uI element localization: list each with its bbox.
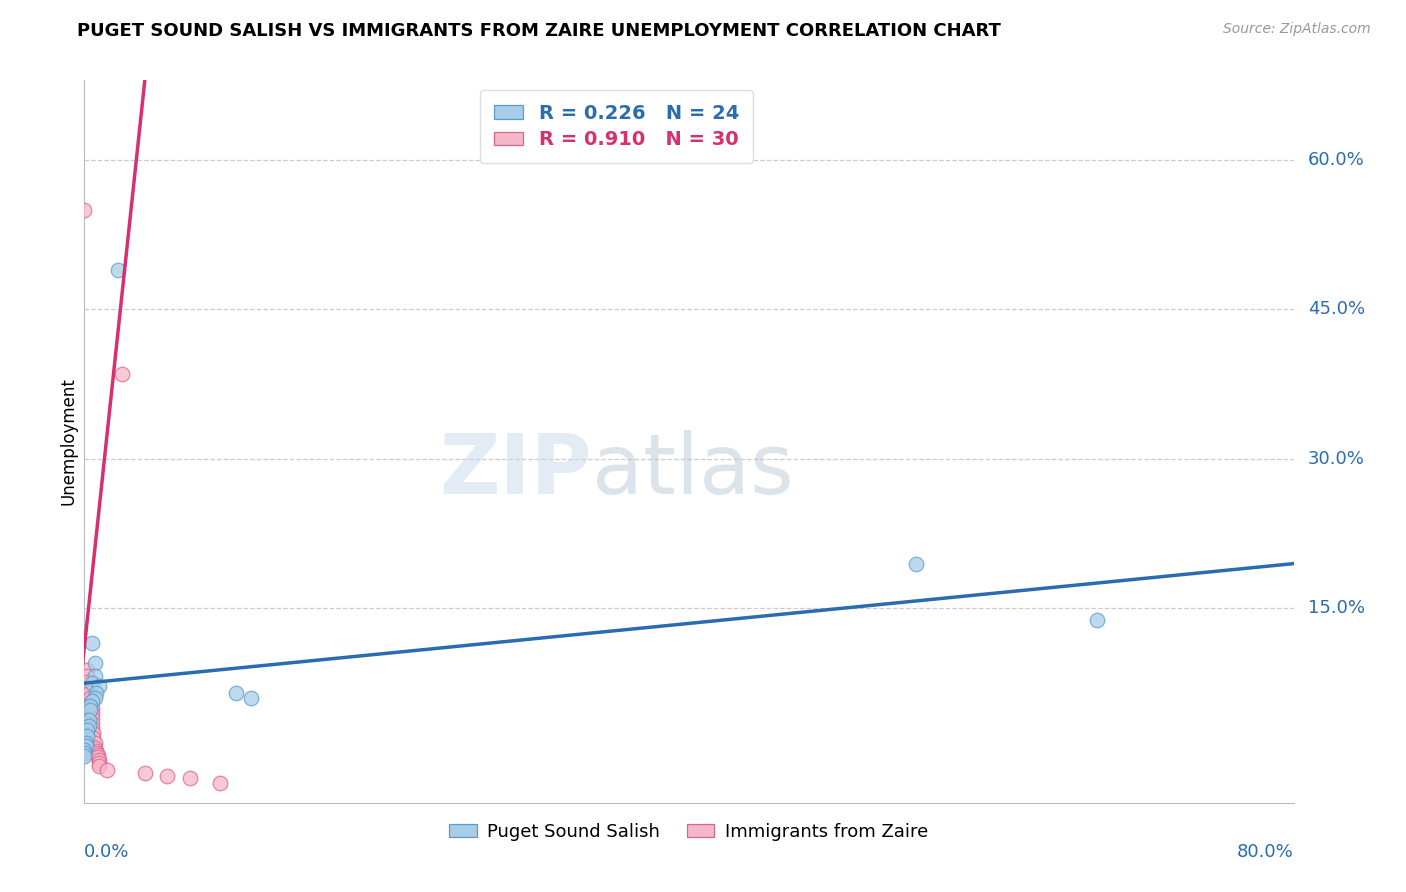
Point	[80, 701, 103, 715]
Point	[80, 676, 103, 690]
Text: atlas: atlas	[592, 430, 794, 511]
Point	[80, 721, 103, 735]
Point	[80, 694, 103, 708]
Text: 45.0%: 45.0%	[1308, 301, 1365, 318]
Point	[75, 736, 97, 750]
Point	[73, 202, 96, 217]
Point	[76, 675, 98, 690]
Point	[111, 368, 134, 382]
Point	[73, 746, 96, 760]
Text: 60.0%: 60.0%	[1308, 151, 1365, 169]
Point	[89, 759, 111, 773]
Point	[77, 719, 100, 733]
Point	[75, 739, 97, 753]
Point	[84, 669, 107, 683]
Point	[1085, 614, 1108, 628]
Point	[96, 763, 118, 777]
Point	[209, 776, 232, 790]
Text: Source: ZipAtlas.com: Source: ZipAtlas.com	[1223, 22, 1371, 37]
Point	[904, 557, 927, 571]
Point	[84, 657, 107, 671]
Point	[76, 663, 98, 677]
Point	[77, 686, 100, 700]
Point	[89, 753, 111, 767]
Point	[73, 748, 96, 763]
Point	[156, 769, 179, 783]
Point	[84, 691, 107, 706]
Point	[82, 726, 104, 740]
Point	[80, 706, 103, 720]
Point	[77, 713, 100, 727]
Point	[79, 691, 101, 706]
Point	[89, 756, 111, 770]
Point	[84, 736, 107, 750]
Y-axis label: Unemployment: Unemployment	[59, 377, 77, 506]
Text: ZIP: ZIP	[440, 430, 592, 511]
Point	[76, 669, 98, 683]
Text: 15.0%: 15.0%	[1308, 599, 1365, 617]
Point	[239, 691, 262, 706]
Point	[89, 679, 111, 693]
Point	[179, 771, 201, 785]
Text: 80.0%: 80.0%	[1237, 843, 1294, 861]
Point	[80, 711, 103, 725]
Point	[225, 686, 247, 700]
Point	[80, 716, 103, 731]
Point	[76, 729, 98, 743]
Point	[73, 743, 96, 757]
Point	[86, 744, 108, 758]
Text: 0.0%: 0.0%	[84, 843, 129, 861]
Point	[134, 765, 156, 780]
Point	[79, 699, 101, 714]
Point	[87, 750, 110, 764]
Point	[84, 741, 107, 756]
Point	[79, 696, 101, 710]
Point	[76, 723, 98, 737]
Point	[82, 731, 104, 745]
Text: 30.0%: 30.0%	[1308, 450, 1365, 468]
Point	[87, 747, 110, 762]
Point	[79, 703, 101, 717]
Text: PUGET SOUND SALISH VS IMMIGRANTS FROM ZAIRE UNEMPLOYMENT CORRELATION CHART: PUGET SOUND SALISH VS IMMIGRANTS FROM ZA…	[77, 22, 1001, 40]
Point	[107, 262, 129, 277]
Point	[86, 746, 108, 760]
Point	[80, 636, 103, 650]
Point	[86, 686, 108, 700]
Legend: Puget Sound Salish, Immigrants from Zaire: Puget Sound Salish, Immigrants from Zair…	[443, 815, 935, 848]
Point	[77, 681, 100, 696]
